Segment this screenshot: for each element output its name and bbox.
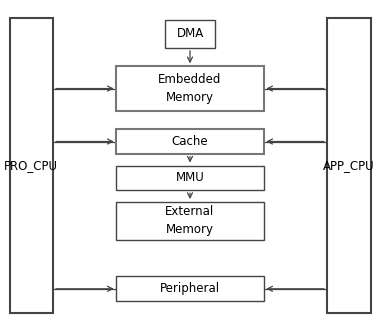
Text: Embedded
Memory: Embedded Memory (158, 73, 222, 104)
Text: DMA: DMA (176, 27, 204, 40)
Text: Cache: Cache (172, 135, 208, 148)
Text: Peripheral: Peripheral (160, 282, 220, 295)
Text: MMU: MMU (176, 171, 204, 184)
Bar (116, 202, 264, 240)
Text: External
Memory: External Memory (165, 206, 215, 236)
Bar (165, 20, 215, 48)
Bar (327, 18, 370, 313)
Text: PRO_CPU: PRO_CPU (4, 159, 59, 172)
Bar (116, 66, 264, 111)
Bar (116, 276, 264, 301)
Bar (10, 18, 53, 313)
Text: APP_CPU: APP_CPU (323, 159, 374, 172)
Bar (116, 166, 264, 190)
Bar (116, 129, 264, 154)
